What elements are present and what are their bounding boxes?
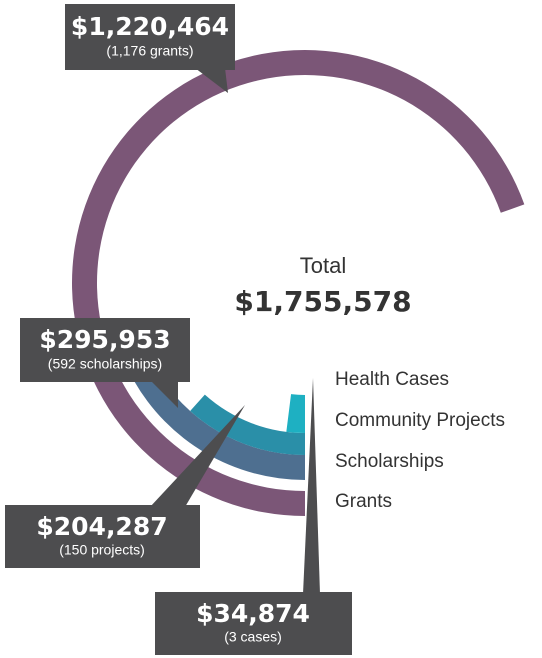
pointer — [150, 380, 178, 408]
legend-label: Scholarships — [335, 451, 444, 472]
callout-value: $1,220,464 — [71, 12, 229, 41]
callout-detail: (150 projects) — [59, 542, 145, 558]
legend-label: Community Projects — [335, 410, 505, 431]
legend-label: Health Cases — [335, 369, 449, 390]
legend-label: Grants — [335, 491, 392, 512]
pointer — [195, 68, 228, 93]
callout-value: $34,874 — [196, 599, 310, 628]
pointer — [303, 378, 320, 594]
arc-bar — [190, 394, 305, 455]
callout-value: $204,287 — [36, 512, 167, 541]
arc-bar — [133, 367, 305, 480]
arcs — [72, 49, 525, 516]
callout-value: $295,953 — [39, 325, 170, 354]
callout-box — [155, 592, 352, 655]
callout-box — [65, 4, 235, 70]
callout-detail: (1,176 grants) — [106, 43, 193, 59]
total-value: $1,755,578 — [234, 285, 411, 318]
callout-box — [20, 318, 190, 382]
arc-bar — [286, 394, 305, 434]
callout-detail: (3 cases) — [224, 629, 282, 645]
pointer — [150, 405, 245, 507]
callout-detail: (592 scholarships) — [48, 356, 162, 372]
callout-box — [5, 505, 200, 568]
total-label: Total — [300, 253, 346, 278]
